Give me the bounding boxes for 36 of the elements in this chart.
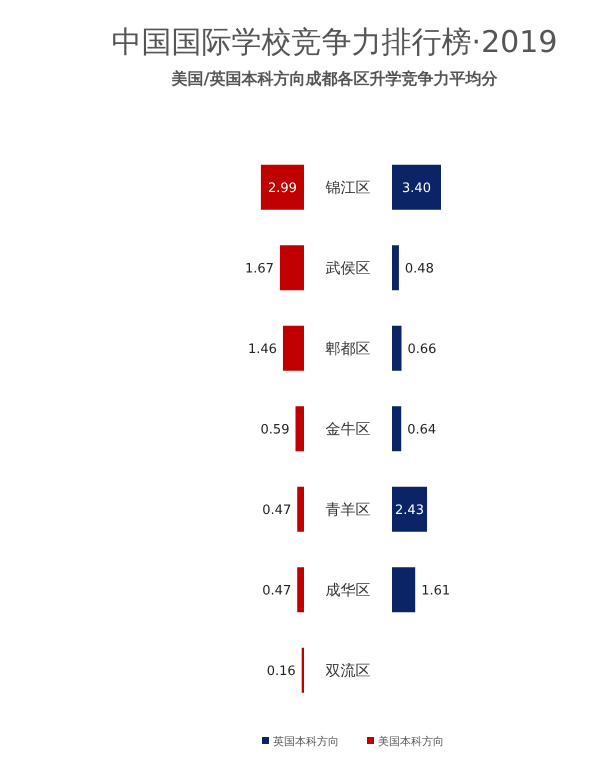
bar bbox=[295, 406, 304, 452]
legend-label: 美国本科方向 bbox=[378, 734, 444, 748]
bar bbox=[392, 486, 428, 532]
bar bbox=[282, 326, 304, 371]
data-label: 0.16 bbox=[266, 664, 296, 679]
data-label: 0.48 bbox=[404, 261, 434, 276]
data-label: 2.43 bbox=[395, 502, 424, 518]
bar bbox=[392, 245, 399, 290]
y-tick-label: 双流区 bbox=[326, 662, 370, 680]
bar bbox=[392, 164, 441, 210]
data-label: 3.40 bbox=[402, 180, 431, 196]
data-label: 1.67 bbox=[244, 261, 274, 276]
data-label: 0.64 bbox=[407, 422, 436, 438]
bar bbox=[392, 567, 416, 612]
y-tick-label: 郫都区 bbox=[326, 340, 370, 358]
bar bbox=[280, 245, 304, 290]
chart-subtitle: 美国/英国本科方向成都各区升学竞争力平均分 bbox=[170, 69, 498, 88]
legend-label: 英国本科方向 bbox=[273, 734, 339, 748]
data-label: 1.61 bbox=[421, 583, 450, 598]
data-label: 0.47 bbox=[262, 502, 292, 518]
bar bbox=[297, 567, 304, 612]
data-label: 1.46 bbox=[248, 342, 277, 357]
data-label: 0.47 bbox=[262, 583, 292, 598]
y-tick-label: 青羊区 bbox=[326, 500, 370, 518]
bar bbox=[392, 406, 402, 452]
chart-title: 中国国际学校竞争力排行榜·2019 bbox=[112, 25, 558, 60]
bar bbox=[260, 164, 304, 210]
y-tick-label: 锦江区 bbox=[324, 178, 370, 196]
y-tick-label: 武侯区 bbox=[326, 259, 370, 277]
bar bbox=[392, 326, 402, 371]
data-label: 0.66 bbox=[408, 342, 436, 357]
data-label: 2.99 bbox=[268, 180, 297, 196]
y-tick-label: 成华区 bbox=[326, 581, 370, 599]
data-label: 0.59 bbox=[260, 422, 290, 438]
bar bbox=[297, 486, 304, 532]
y-tick-label: 金牛区 bbox=[326, 420, 370, 438]
